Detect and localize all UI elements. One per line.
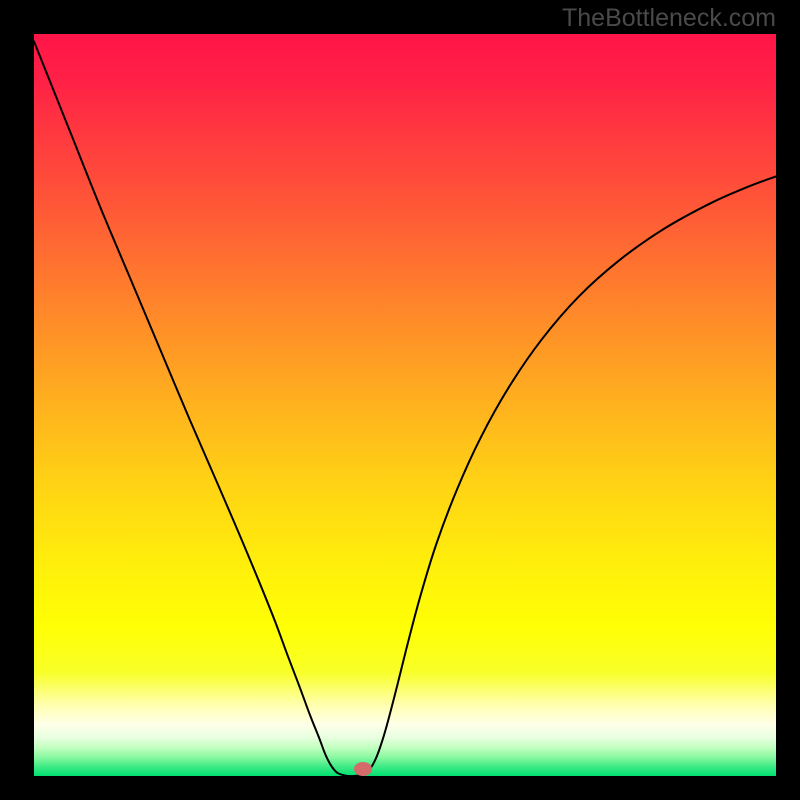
plot-area: [34, 34, 776, 776]
bottleneck-curve: [34, 34, 776, 776]
chart-stage: TheBottleneck.com: [0, 0, 800, 800]
watermark-text: TheBottleneck.com: [562, 4, 776, 33]
